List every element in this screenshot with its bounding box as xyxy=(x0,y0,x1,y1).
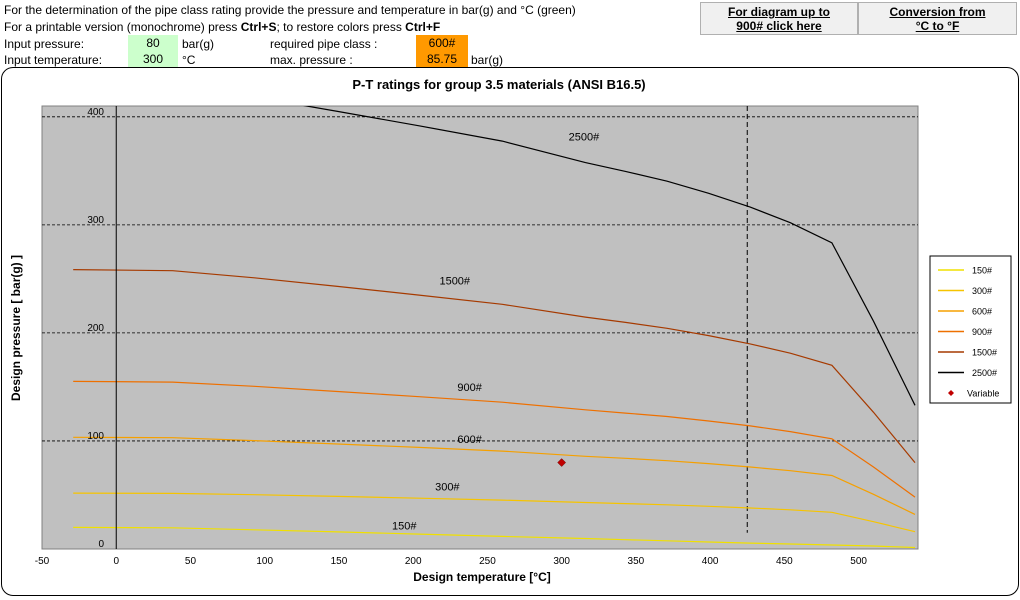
pt-rating-chart: P-T ratings for group 3.5 materials (ANS… xyxy=(9,77,1012,584)
axis-layer: 0 100 200 300 400 -50 0 50 100 150 200 250 300 350 400… xyxy=(35,106,867,567)
x-axis-label: Design temperature [°C] xyxy=(413,570,551,584)
input-pressure-unit: bar(g) xyxy=(182,37,215,51)
series-label-150: 150# xyxy=(392,521,417,533)
legend-label-600: 600# xyxy=(972,307,992,317)
legend-label-1500: 1500# xyxy=(972,348,997,358)
series-label-2500: 2500# xyxy=(569,132,600,144)
y-tick-label-400: 400 xyxy=(87,107,104,118)
x-tick-label-350: 350 xyxy=(628,556,645,567)
x-tick-label-250: 250 xyxy=(479,556,496,567)
series-label-900: 900# xyxy=(457,382,482,394)
chart-title: P-T ratings for group 3.5 materials (ANS… xyxy=(352,77,645,92)
x-tick-label-50: 50 xyxy=(185,556,197,567)
x-tick-label-400: 400 xyxy=(702,556,719,567)
max-pressure-unit: bar(g) xyxy=(471,53,504,67)
input-pressure-field[interactable]: 80 xyxy=(128,35,178,51)
diagram-900-button-line1: For diagram up to xyxy=(728,5,830,19)
required-class-label: required pipe class : xyxy=(270,37,378,51)
x-tick-label-500: 500 xyxy=(850,556,867,567)
grid-layer xyxy=(42,106,918,533)
input-pressure-label: Input pressure: xyxy=(4,37,85,51)
x-tick-label-200: 200 xyxy=(405,556,422,567)
legend: 150# 300# 600# 900# 1500# 2500# Variable xyxy=(929,255,1012,404)
x-tick-label-0: 0 xyxy=(113,556,119,567)
instruction-text-a: For a printable version (monochrome) pre… xyxy=(4,20,241,34)
y-axis-label: Design pressure [ bar(g) ] xyxy=(9,255,23,401)
required-class-value: 600# xyxy=(416,35,468,51)
y-tick-label-300: 300 xyxy=(87,215,104,226)
chart-area: P-T ratings for group 3.5 materials (ANS… xyxy=(1,67,1019,596)
series-label-300: 300# xyxy=(435,482,460,494)
plot-background xyxy=(41,105,919,550)
variable-point-marker xyxy=(557,458,567,467)
legend-box xyxy=(929,255,1012,404)
shortcut-print: Ctrl+S xyxy=(240,20,277,34)
y-tick-label-100: 100 xyxy=(87,431,104,442)
series-line-300 xyxy=(73,492,916,533)
y-tick-label-0: 0 xyxy=(98,539,104,550)
legend-label-300: 300# xyxy=(972,286,992,296)
series-line-900 xyxy=(73,380,916,498)
max-pressure-value: 85.75 xyxy=(416,51,468,67)
input-temperature-label: Input temperature: xyxy=(4,53,103,67)
series-line-600 xyxy=(73,436,916,515)
instruction-line-2: For a printable version (monochrome) pre… xyxy=(4,20,440,34)
x-tick-label-450: 450 xyxy=(776,556,793,567)
x-tick-label--50: -50 xyxy=(35,556,50,567)
instruction-line-1: For the determination of the pipe class … xyxy=(4,3,576,17)
instruction-text-c: ; to restore colors press xyxy=(276,20,406,34)
series-line-150 xyxy=(73,526,916,549)
series-label-1500: 1500# xyxy=(439,275,470,287)
diagram-900-button[interactable]: For diagram up to 900# click here xyxy=(700,2,858,35)
legend-label-variable: Variable xyxy=(967,389,999,399)
series-line-1500 xyxy=(73,269,916,463)
y-tick-label-200: 200 xyxy=(87,323,104,334)
shortcut-restore: Ctrl+F xyxy=(405,20,441,34)
conversion-button-line1: Conversion from xyxy=(889,5,986,19)
series-layer: 150# 300# 600# 900# 1500# 2500# xyxy=(73,106,916,549)
legend-label-2500: 2500# xyxy=(972,368,997,378)
diagram-900-button-line2: 900# click here xyxy=(736,19,822,33)
x-tick-label-100: 100 xyxy=(256,556,273,567)
x-tick-label-150: 150 xyxy=(331,556,348,567)
series-label-600: 600# xyxy=(457,434,482,446)
legend-label-150: 150# xyxy=(972,266,992,276)
x-tick-label-300: 300 xyxy=(553,556,570,567)
conversion-button-line2: °C to °F xyxy=(915,19,960,33)
input-temperature-field[interactable]: 300 xyxy=(128,51,178,67)
conversion-button[interactable]: Conversion from °C to °F xyxy=(858,2,1017,35)
series-line-2500 xyxy=(303,106,916,406)
legend-label-900: 900# xyxy=(972,327,992,337)
legend-swatch-variable xyxy=(948,390,954,396)
input-temperature-unit: °C xyxy=(182,53,196,67)
max-pressure-label: max. pressure : xyxy=(270,53,353,67)
